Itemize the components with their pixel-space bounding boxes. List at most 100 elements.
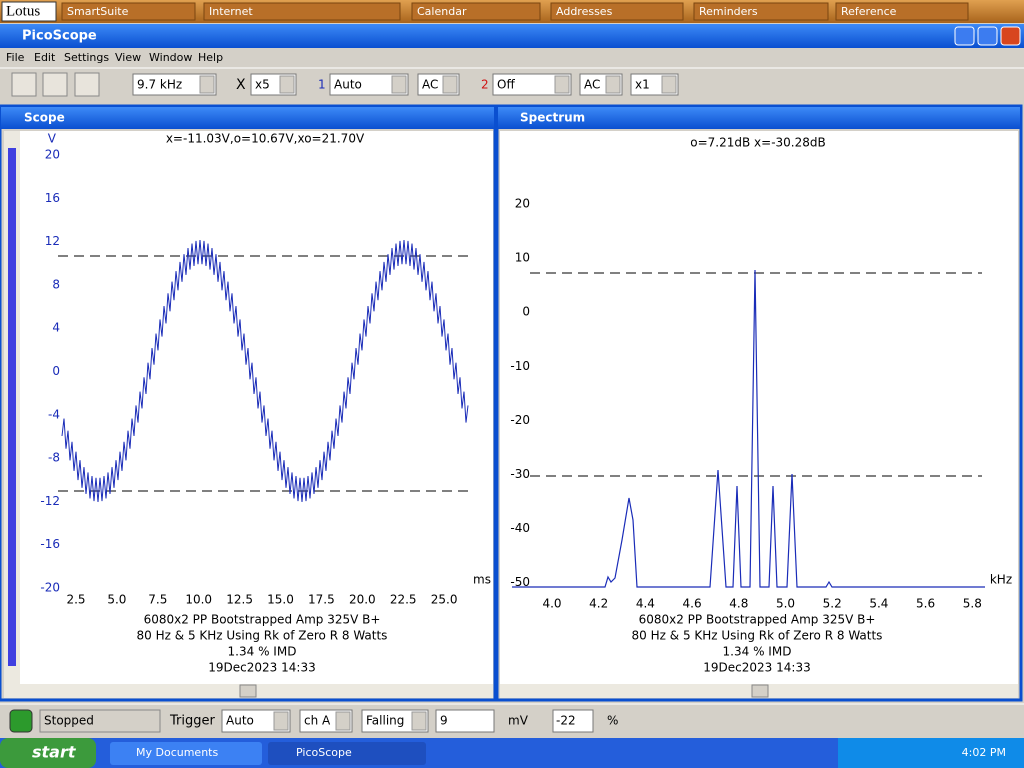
title-bar [0, 24, 1024, 48]
x-tick-label: 5.8 [963, 597, 982, 611]
y-tick-label: 0 [522, 305, 530, 319]
y-tick-label: 16 [45, 191, 60, 205]
dropdown-arrow [661, 75, 677, 94]
dropdown[interactable] [132, 73, 217, 96]
lotus-logo-text: Lotus [6, 3, 40, 19]
level-unit: mV [508, 714, 529, 728]
y-tick-label: -20 [510, 413, 530, 427]
ch2-mult: x1 [635, 78, 650, 92]
go-button[interactable] [9, 709, 33, 733]
scope-vbar [8, 148, 16, 666]
caption: 19Dec2023 14:33 [208, 661, 315, 675]
clock: 4:02 PM [962, 746, 1006, 759]
lotus-item[interactable] [835, 2, 969, 21]
x-tick-label: 12.5 [226, 593, 253, 607]
y-tick-label: -8 [48, 451, 60, 465]
x-tick-label: 7.5 [148, 593, 167, 607]
x-label: X [236, 77, 246, 93]
lotus-item-label: Addresses [556, 5, 613, 18]
dropdown-arrow [335, 711, 351, 731]
window-title: Spectrum [520, 111, 585, 125]
tray [838, 738, 1024, 768]
level-input[interactable] [435, 709, 495, 733]
dropdown[interactable] [221, 709, 291, 733]
lotus-logo[interactable] [1, 1, 57, 22]
start-button[interactable] [0, 738, 96, 768]
ch2-coupling: AC [584, 78, 600, 92]
x-tick-label: 22.5 [390, 593, 417, 607]
menu-item: File [6, 51, 25, 64]
menu-item: Help [198, 51, 223, 64]
y-tick-label: -20 [40, 581, 60, 595]
trigger-delay: -22 [556, 714, 576, 728]
spectrum-hthumb[interactable] [751, 684, 769, 698]
x-tick-label: 5.0 [776, 597, 795, 611]
dropdown[interactable] [329, 73, 409, 96]
scope-title-bar [1, 107, 494, 129]
minimize-button[interactable] [954, 26, 975, 46]
readout: x=-11.03V,o=10.67V,xo=21.70V [166, 132, 365, 146]
y-tick-label: -16 [40, 537, 60, 551]
x-tick-label: 5.0 [107, 593, 126, 607]
trigger-edge: Falling [366, 714, 404, 728]
scope-button[interactable] [11, 72, 37, 97]
y-tick-label: 4 [52, 321, 60, 335]
lotus-item[interactable] [61, 2, 196, 21]
scope-plot [20, 131, 493, 684]
y-tick-label: -30 [510, 467, 530, 481]
x-tick-label: 5.6 [916, 597, 935, 611]
meter-button[interactable] [74, 72, 100, 97]
ch1-range: Auto [334, 78, 362, 92]
delay-input[interactable] [552, 709, 594, 733]
task-button[interactable] [110, 742, 262, 765]
lotus-item-label: Reference [841, 5, 897, 18]
caption: 80 Hz & 5 KHz Using Rk of Zero R 8 Watts [632, 629, 883, 643]
dropdown-arrow [554, 75, 570, 94]
trigger-level: 9 [440, 714, 448, 728]
spectrum-button[interactable] [42, 72, 68, 97]
x-tick-label: 4.2 [589, 597, 608, 611]
delay-unit: % [607, 714, 618, 728]
dropdown[interactable] [492, 73, 572, 96]
x-tick-label: 5.4 [869, 597, 888, 611]
dropdown-arrow [279, 75, 295, 94]
task-button[interactable] [268, 742, 426, 765]
scope-trace [61, 239, 469, 503]
ch2-label: 2 [481, 78, 489, 92]
lotus-item[interactable] [693, 2, 829, 21]
dropdown-arrow [273, 711, 289, 731]
x-tick-label: 25.0 [431, 593, 458, 607]
task-label: My Documents [136, 746, 218, 759]
state-box [39, 709, 161, 733]
close-button[interactable] [1000, 26, 1021, 46]
caption: 1.34 % IMD [723, 645, 792, 659]
y-tick-label: -10 [510, 359, 530, 373]
x-tick-label: 4.0 [542, 597, 561, 611]
x-tick-label: 5.2 [823, 597, 842, 611]
lotus-item-label: SmartSuite [67, 5, 129, 18]
lotus-item[interactable] [550, 2, 684, 21]
x-tick-label: 20.0 [349, 593, 376, 607]
trigger-channel: ch A [304, 714, 331, 728]
x-tick-label: 4.6 [683, 597, 702, 611]
lotus-item[interactable] [203, 2, 401, 21]
lotus-item[interactable] [411, 2, 541, 21]
restore-button[interactable] [977, 26, 998, 46]
spectrum-plot [500, 131, 1018, 684]
x-tick-label: 2.5 [66, 593, 85, 607]
x-tick-label: 15.0 [267, 593, 294, 607]
timebase: 9.7 kHz [137, 78, 182, 92]
scope-hthumb[interactable] [239, 684, 257, 698]
y-tick-label: 12 [45, 234, 60, 248]
caption: 6080x2 PP Bootstrapped Amp 325V B+ [144, 613, 381, 627]
y-tick-label: 20 [515, 197, 530, 211]
y-tick-label: -50 [510, 575, 530, 589]
dropdown-arrow [391, 75, 407, 94]
y-tick-label: -40 [510, 521, 530, 535]
state: Stopped [44, 714, 94, 728]
dropdown-arrow [442, 75, 458, 94]
x-unit: kHz [990, 573, 1012, 587]
y-tick-label: 0 [52, 364, 60, 378]
window-title: Scope [24, 111, 65, 125]
